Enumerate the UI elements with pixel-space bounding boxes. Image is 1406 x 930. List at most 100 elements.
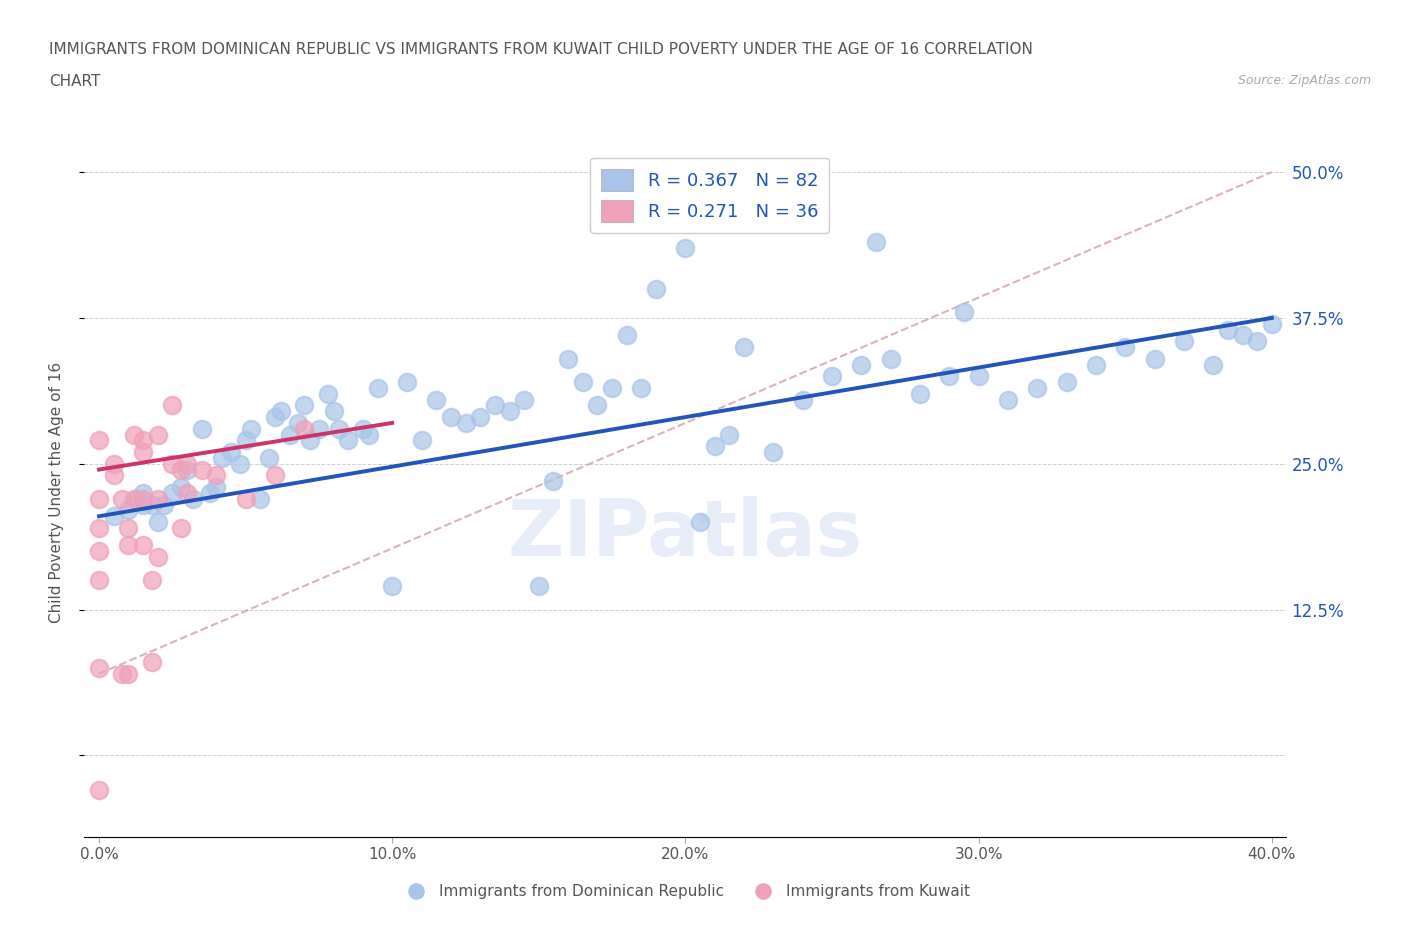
Point: [117, 503, 139, 518]
Point: [146, 427, 169, 442]
Text: IMMIGRANTS FROM DOMINICAN REPUBLIC VS IMMIGRANTS FROM KUWAIT CHILD POVERTY UNDER: IMMIGRANTS FROM DOMINICAN REPUBLIC VS IM…: [49, 42, 1033, 57]
Text: Source: ZipAtlas.com: Source: ZipAtlas.com: [1237, 74, 1371, 87]
Point: [454, 416, 477, 431]
Point: [127, 491, 149, 506]
Point: [219, 445, 242, 459]
Point: [299, 433, 322, 448]
Point: [190, 462, 212, 477]
Point: [513, 392, 536, 407]
Point: [264, 468, 287, 483]
Point: [1114, 339, 1136, 354]
Point: [111, 491, 134, 506]
Point: [1143, 352, 1166, 366]
Point: [205, 480, 228, 495]
Point: [141, 655, 163, 670]
Point: [616, 328, 638, 343]
Point: [953, 305, 976, 320]
Point: [190, 421, 212, 436]
Point: [733, 339, 755, 354]
Point: [240, 421, 263, 436]
Point: [851, 357, 873, 372]
Point: [270, 404, 292, 418]
Point: [322, 404, 344, 418]
Point: [103, 468, 125, 483]
Point: [122, 491, 145, 506]
Point: [292, 398, 315, 413]
Point: [1202, 357, 1225, 372]
Point: [278, 427, 301, 442]
Point: [132, 445, 155, 459]
Point: [292, 421, 315, 436]
Point: [1261, 316, 1284, 331]
Point: [87, 491, 110, 506]
Point: [257, 450, 280, 465]
Point: [170, 462, 193, 477]
Point: [141, 573, 163, 588]
Point: [600, 380, 623, 395]
Point: [1056, 375, 1078, 390]
Point: [718, 427, 741, 442]
Point: [122, 427, 145, 442]
Point: [87, 573, 110, 588]
Point: [162, 485, 184, 500]
Point: [103, 457, 125, 472]
Point: [792, 392, 814, 407]
Point: [572, 375, 595, 390]
Point: [132, 485, 155, 500]
Point: [316, 386, 339, 401]
Point: [176, 457, 198, 472]
Point: [484, 398, 506, 413]
Point: [498, 404, 520, 418]
Point: [146, 491, 169, 506]
Point: [249, 491, 271, 506]
Point: [1232, 328, 1254, 343]
Point: [997, 392, 1019, 407]
Point: [87, 521, 110, 536]
Point: [470, 409, 492, 424]
Point: [141, 498, 163, 512]
Point: [411, 433, 433, 448]
Point: [821, 369, 844, 384]
Point: [111, 666, 134, 681]
Point: [352, 421, 374, 436]
Text: CHART: CHART: [49, 74, 101, 89]
Point: [630, 380, 652, 395]
Point: [1173, 334, 1195, 349]
Point: [176, 462, 198, 477]
Point: [328, 421, 350, 436]
Point: [132, 491, 155, 506]
Point: [132, 433, 155, 448]
Point: [146, 514, 169, 529]
Point: [200, 485, 222, 500]
Point: [117, 521, 139, 536]
Point: [162, 457, 184, 472]
Point: [235, 433, 257, 448]
Point: [440, 409, 463, 424]
Point: [170, 521, 193, 536]
Point: [87, 544, 110, 559]
Point: [689, 514, 711, 529]
Point: [367, 380, 389, 395]
Legend: Immigrants from Dominican Republic, Immigrants from Kuwait: Immigrants from Dominican Republic, Immi…: [395, 878, 976, 905]
Point: [1216, 322, 1239, 337]
Point: [762, 445, 785, 459]
Point: [308, 421, 330, 436]
Point: [527, 578, 550, 593]
Point: [162, 398, 184, 413]
Point: [264, 409, 287, 424]
Point: [337, 433, 360, 448]
Point: [381, 578, 404, 593]
Point: [879, 352, 901, 366]
Point: [152, 498, 174, 512]
Point: [1246, 334, 1268, 349]
Point: [967, 369, 990, 384]
Point: [103, 509, 125, 524]
Point: [1084, 357, 1107, 372]
Point: [645, 282, 668, 297]
Point: [87, 783, 110, 798]
Point: [87, 660, 110, 675]
Y-axis label: Child Poverty Under the Age of 16: Child Poverty Under the Age of 16: [49, 363, 63, 623]
Point: [865, 234, 887, 249]
Point: [146, 550, 169, 565]
Text: ZIPatlas: ZIPatlas: [508, 497, 863, 572]
